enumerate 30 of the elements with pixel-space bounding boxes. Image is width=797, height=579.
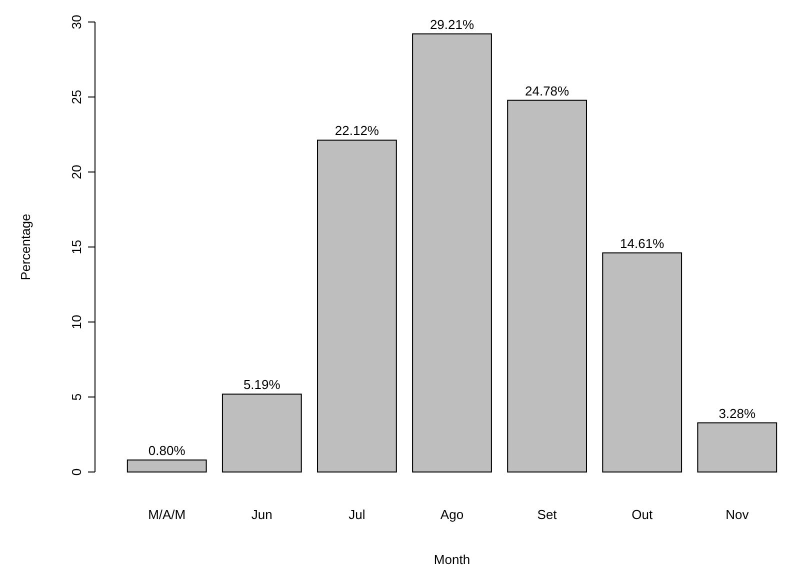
y-tick-label: 30 [69,14,84,30]
x-tick-label: Out [632,507,653,522]
x-tick-label: Set [537,507,558,522]
bar [222,394,302,472]
bar [412,33,492,472]
x-tick-label: Nov [726,507,750,522]
x-axis-title: Month [434,552,470,567]
y-tick-label: 25 [69,90,84,104]
bar [317,140,397,472]
y-tick-label: 20 [69,164,84,180]
x-tick-label: Ago [440,507,464,522]
y-axis-title: Percentage [18,214,33,280]
y-tick-label: 15 [69,240,84,254]
x-tick-label: M/A/M [148,507,186,522]
data-label: 22.12% [334,123,380,138]
bar [697,422,778,472]
data-label: 5.19% [243,377,281,392]
y-tick-label: 5 [69,393,84,401]
y-tick-label: 0 [69,468,84,476]
data-label: 0.80% [148,443,186,458]
data-label: 3.28% [718,406,756,421]
data-label: 24.78% [525,83,570,98]
x-tick-label: Jun [251,507,272,522]
bar [602,252,682,472]
x-tick-label: Jul [348,507,366,522]
bar [126,460,207,472]
data-label: 14.61% [620,236,665,251]
y-tick-label: 10 [69,314,84,330]
bar [507,100,587,472]
data-label: 29.21% [430,16,474,32]
